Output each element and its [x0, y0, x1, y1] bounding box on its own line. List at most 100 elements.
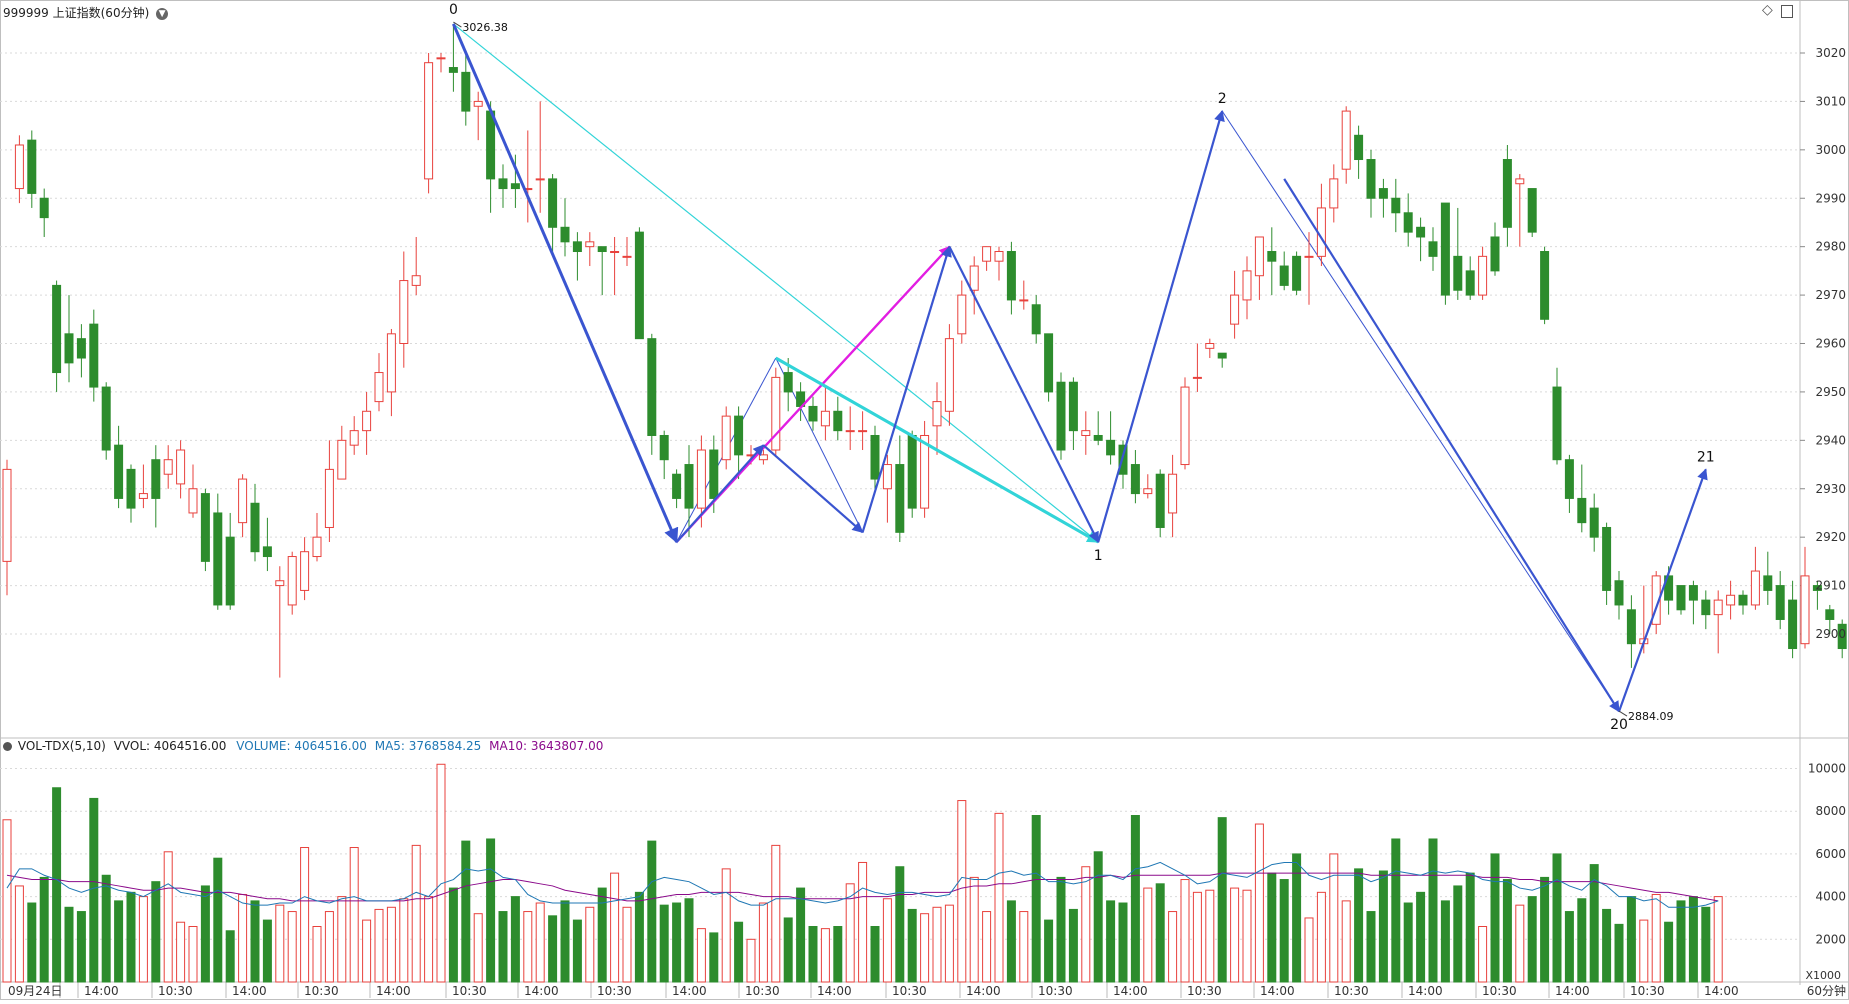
- x-tick-label: 10:30: [1038, 984, 1073, 998]
- candle-down: [200, 493, 210, 562]
- price-tag-pointer: [453, 21, 462, 28]
- candle-up: [969, 265, 979, 291]
- volume-toggle-icon[interactable]: [3, 742, 12, 751]
- candle-down: [1763, 575, 1773, 591]
- x-tick-label: 14:00: [84, 984, 119, 998]
- candle-up: [1192, 376, 1202, 379]
- candle-up: [176, 449, 186, 485]
- volume-bar-up: [1639, 919, 1649, 983]
- volume-bar-down: [1465, 872, 1475, 983]
- volume-bar-down: [1279, 879, 1289, 983]
- candle-down: [1552, 386, 1562, 461]
- volume-header: VOL-TDX(5,10) VVOL: 4064516.00 VOLUME: 4…: [3, 739, 603, 753]
- chevron-down-icon[interactable]: ▼: [156, 7, 169, 20]
- volume-bar-down: [1093, 851, 1103, 983]
- volume-bar-down: [1577, 898, 1587, 983]
- price-tick-label: 2940: [1815, 433, 1846, 447]
- volume-bar-up: [1205, 889, 1215, 983]
- volume-bar-down: [1564, 911, 1574, 983]
- candlestick-series: [2, 23, 1847, 678]
- candle-down: [52, 284, 62, 374]
- candle-down: [448, 67, 458, 73]
- volume-tick-label: 4000: [1815, 890, 1846, 904]
- x-tick-label: 14:00: [232, 984, 267, 998]
- x-tick-label: 10:30: [158, 984, 193, 998]
- candle-up: [1254, 236, 1264, 277]
- volume-bar-down: [1626, 896, 1636, 983]
- volume-bar-down: [1044, 919, 1054, 983]
- volume-bar-down: [1664, 921, 1674, 983]
- wave-label: 0: [449, 2, 458, 18]
- candle-up: [424, 62, 434, 180]
- volume-bar-down: [684, 898, 694, 983]
- wave-label: 21: [1697, 449, 1715, 465]
- zigzag-wave-arrow: [675, 444, 765, 543]
- volume-bar-down: [126, 891, 136, 983]
- label-layer: 2900 2910 2920 2930 2940 2950 2960 2970 2980 2990…: [8, 2, 1846, 998]
- x-tick-label: 10:30: [1334, 984, 1369, 998]
- volume-bar-down: [548, 915, 558, 983]
- volume-bar-up: [957, 800, 967, 983]
- x-tick-label: 14:00: [1704, 984, 1739, 998]
- candle-down: [1155, 473, 1165, 528]
- volume-bar-down: [250, 900, 260, 983]
- ma10-value: MA10: 3643807.00: [489, 739, 604, 753]
- candle-down: [734, 415, 744, 456]
- zigzag-wave-arrow: [452, 23, 679, 544]
- volume-bar-down: [101, 874, 111, 983]
- candle-up: [696, 449, 706, 509]
- candle-up: [362, 410, 372, 432]
- candle-down: [1676, 585, 1686, 611]
- volume-bar-down: [27, 902, 37, 983]
- x-tick-label: 10:30: [745, 984, 780, 998]
- x-tick-label: 10:30: [1482, 984, 1517, 998]
- candle-down: [1453, 255, 1463, 291]
- candle-down: [1465, 270, 1475, 296]
- candle-down: [1416, 226, 1426, 238]
- candle-up: [473, 100, 483, 107]
- volume-bar-up: [1168, 911, 1178, 983]
- candle-down: [126, 468, 136, 509]
- volume-bar-down: [225, 930, 235, 983]
- panel-toggle-icon[interactable]: [1781, 5, 1793, 18]
- price-tick-label: 3010: [1815, 94, 1846, 108]
- candle-down: [1093, 434, 1103, 441]
- volume-bar-down: [1068, 908, 1078, 983]
- candle-up: [1143, 488, 1153, 495]
- volume-bar-down: [1589, 864, 1599, 983]
- x-tick-label: 10:30: [1630, 984, 1665, 998]
- volume-bar-up: [622, 906, 632, 983]
- volume-series: [2, 763, 1723, 983]
- candle-down: [895, 464, 905, 533]
- candle-down: [1006, 251, 1016, 301]
- candle-up: [1205, 343, 1215, 349]
- candle-down: [808, 405, 818, 422]
- volume-bar-down: [1428, 838, 1438, 983]
- volume-bar-up: [1304, 917, 1314, 983]
- symbol-title[interactable]: 999999 上证指数(60分钟) ▼: [3, 4, 169, 21]
- volume-bar-up: [994, 812, 1004, 983]
- volume-bar-up: [721, 868, 731, 983]
- candle-down: [548, 178, 558, 228]
- volume-bar-down: [448, 887, 458, 983]
- candle-down: [101, 386, 111, 451]
- volume-bar-up: [473, 913, 483, 983]
- candle-down: [597, 246, 607, 253]
- zigzag-wave-arrow: [1283, 178, 1620, 713]
- candle-down: [76, 338, 86, 359]
- diamond-icon[interactable]: ◇: [1762, 2, 1773, 18]
- candle-down: [1825, 609, 1835, 620]
- x-tick-label: 10:30: [452, 984, 487, 998]
- candle-down: [498, 178, 508, 190]
- volume-bar-up: [1230, 887, 1240, 983]
- candle-up: [287, 556, 297, 606]
- candle-up: [1651, 575, 1661, 625]
- price-tick-label: 2920: [1815, 530, 1846, 544]
- candle-down: [1812, 585, 1822, 591]
- price-tag-pointer: [1618, 710, 1628, 717]
- price-tick-label: 3000: [1815, 143, 1846, 157]
- volume-bar-up: [982, 911, 992, 983]
- x-tick-label: 10:30: [597, 984, 632, 998]
- volume-bar-up: [188, 926, 198, 983]
- wave-label: 1: [1094, 548, 1103, 564]
